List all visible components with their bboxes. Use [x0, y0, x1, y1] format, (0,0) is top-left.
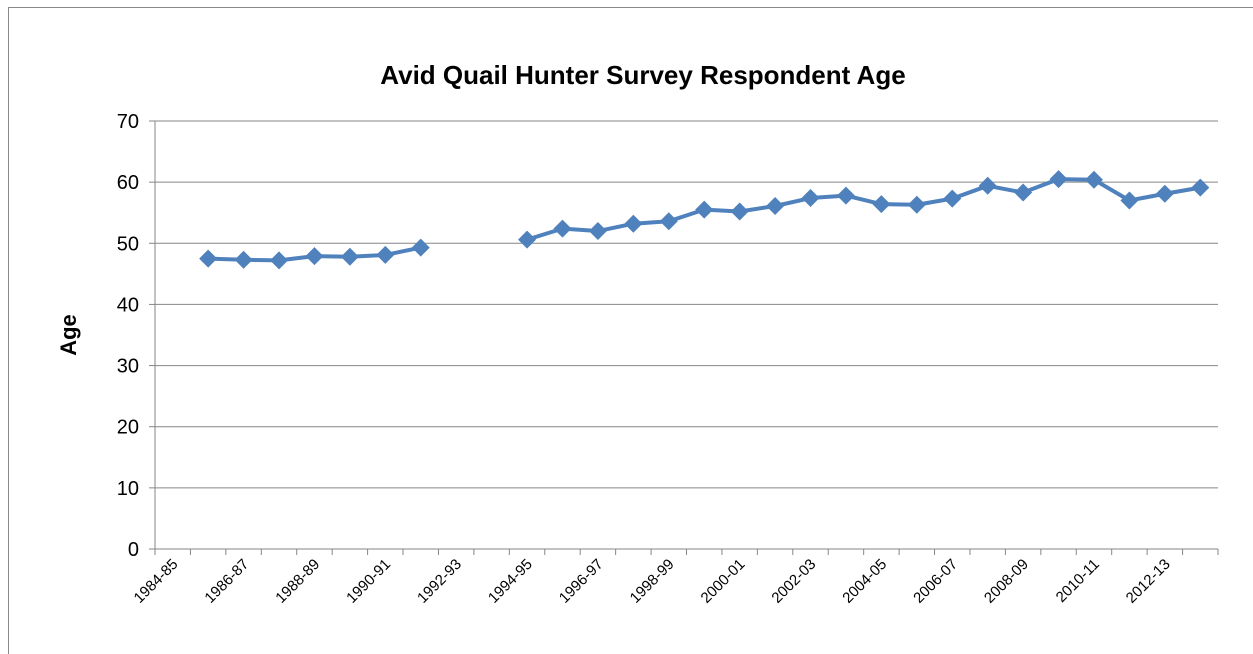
marker: [1014, 183, 1033, 202]
marker: [305, 247, 324, 266]
y-tick-label: 20: [117, 417, 139, 439]
marker: [376, 245, 395, 264]
y-axis-label: Age: [56, 314, 81, 356]
marker: [836, 186, 855, 205]
marker: [872, 195, 891, 214]
marker: [978, 176, 997, 195]
marker: [1049, 170, 1068, 189]
marker: [907, 195, 926, 214]
marker: [518, 230, 537, 249]
chart-title: Avid Quail Hunter Survey Respondent Age: [380, 60, 905, 90]
marker: [270, 251, 289, 270]
marker: [766, 196, 785, 215]
marker: [1191, 178, 1210, 197]
marker: [943, 189, 962, 208]
y-tick-label: 0: [128, 539, 139, 561]
marker: [1084, 170, 1103, 189]
marker: [730, 202, 749, 221]
y-tick-label: 40: [117, 294, 139, 316]
marker: [1120, 191, 1139, 210]
marker: [624, 214, 643, 233]
y-tick-label: 10: [117, 478, 139, 500]
y-tick-label: 30: [117, 356, 139, 378]
marker: [553, 219, 572, 238]
marker: [340, 247, 359, 266]
marker: [234, 250, 253, 269]
marker: [588, 222, 607, 241]
y-tick-label: 60: [117, 172, 139, 194]
marker: [801, 189, 820, 208]
marker: [695, 200, 714, 219]
marker: [411, 238, 430, 257]
y-tick-label: 50: [117, 233, 139, 255]
marker: [1155, 184, 1174, 203]
chart-frame: [8, 7, 1253, 654]
marker: [199, 249, 218, 268]
marker: [659, 212, 678, 231]
y-tick-label: 70: [117, 111, 139, 133]
